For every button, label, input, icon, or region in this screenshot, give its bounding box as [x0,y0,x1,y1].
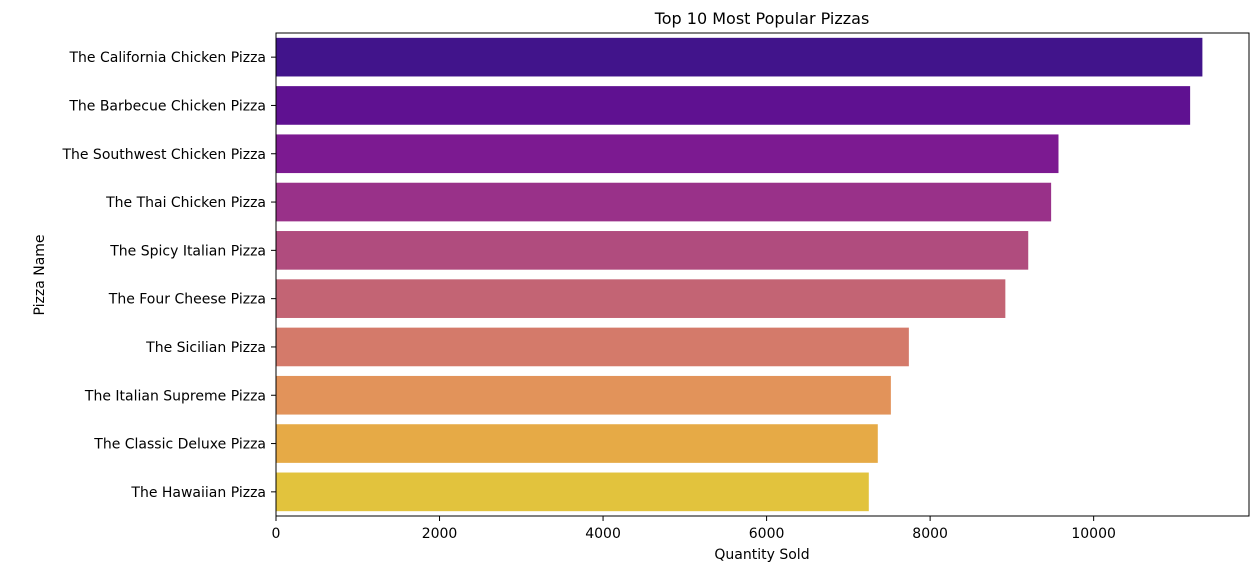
bar [276,86,1191,125]
x-tick-label: 2000 [422,526,458,542]
x-axis-label: Quantity Sold [714,547,809,563]
bar [276,182,1052,222]
y-tick-label: The California Chicken Pizza [69,50,267,66]
bar [276,327,909,367]
y-tick-label: The Sicilian Pizza [145,340,266,356]
x-tick-label: 0 [272,526,281,542]
bars-group [276,37,1203,512]
y-tick-labels: The California Chicken Pizza The Barbecue… [61,50,276,501]
bar [276,472,869,512]
plot-frame [275,32,1250,517]
bar [276,375,891,415]
bar [276,134,1059,174]
x-ticks: 0 2000 4000 6000 8000 10000 [272,516,1116,542]
y-tick-label: The Italian Supreme Pizza [84,388,266,404]
bar [276,37,1203,77]
chart-title: Top 10 Most Popular Pizzas [654,9,870,28]
y-tick-label: The Barbecue Chicken Pizza [68,98,266,114]
y-axis-label: Pizza Name [32,234,48,315]
x-tick-label: 4000 [585,526,621,542]
y-tick-label: The Four Cheese Pizza [108,292,266,308]
y-tick-label: The Classic Deluxe Pizza [93,437,266,453]
y-tick-label: The Spicy Italian Pizza [109,243,266,259]
bar [276,231,1029,270]
y-tick-label: The Thai Chicken Pizza [105,195,266,211]
bar [276,424,878,463]
x-tick-label: 6000 [749,526,785,542]
y-tick-label: The Hawaiian Pizza [130,485,266,501]
bar [276,279,1006,318]
y-tick-label: The Southwest Chicken Pizza [61,147,266,163]
x-tick-label: 8000 [912,526,948,542]
x-tick-label: 10000 [1071,526,1116,542]
